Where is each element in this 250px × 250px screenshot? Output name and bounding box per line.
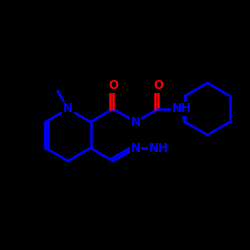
Text: N: N [63,102,73,116]
Text: O: O [108,79,118,92]
Text: NH: NH [149,142,169,154]
Text: N: N [130,116,140,128]
Text: N: N [130,142,140,154]
Text: NH: NH [172,102,192,116]
Text: O: O [153,79,163,92]
